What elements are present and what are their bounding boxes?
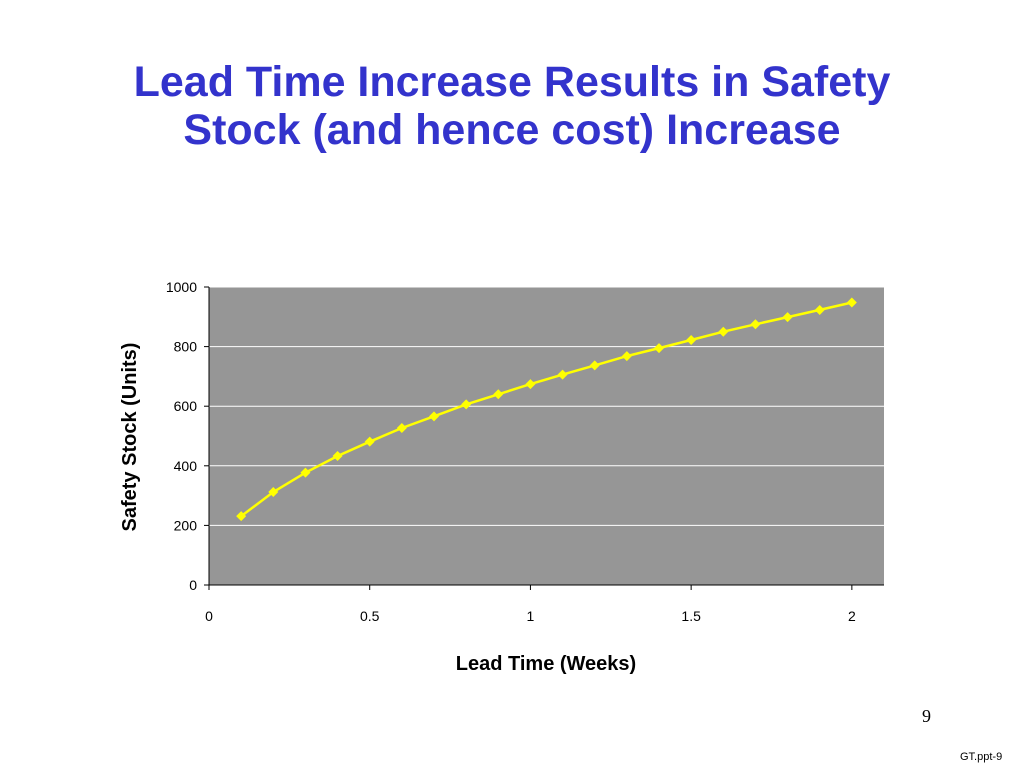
data-point (654, 343, 664, 354)
x-axis-title: Lead Time (Weeks) (456, 653, 636, 675)
data-point (846, 297, 857, 308)
y-tick-label: 1000 (166, 279, 197, 295)
data-point (589, 360, 600, 371)
x-tick-label: 1 (527, 608, 535, 624)
y-tick-label: 400 (174, 458, 198, 474)
y-tick-label: 600 (174, 398, 198, 414)
page-number: 9 (922, 706, 931, 726)
data-point (364, 436, 375, 447)
data-point (300, 467, 311, 478)
data-point (814, 304, 825, 315)
slide-title-line-1: Lead Time Increase Results in Safety (133, 58, 891, 106)
y-axis-title: Safety Stock (Units) (119, 343, 141, 532)
data-point (236, 511, 247, 522)
y-tick-label: 800 (174, 339, 198, 355)
data-point (429, 411, 439, 422)
footer-reference: GT.ppt-9 (960, 751, 1003, 763)
data-point (268, 487, 279, 498)
data-point (782, 312, 793, 323)
data-point (461, 399, 472, 410)
x-tick-label: 2 (848, 608, 856, 624)
x-tick-label: 0 (205, 608, 213, 624)
slide-title: Lead Time Increase Results in Safety Sto… (0, 58, 1024, 154)
plot-area (209, 287, 884, 585)
data-point (718, 326, 729, 337)
y-tick-label: 0 (189, 577, 197, 593)
data-point (557, 369, 568, 380)
data-point (332, 450, 343, 461)
data-point (621, 351, 632, 362)
data-point (396, 422, 407, 433)
series-line (240, 301, 853, 518)
data-point (750, 319, 761, 330)
data-point (686, 335, 697, 346)
x-tick-label: 0.5 (360, 608, 380, 624)
data-point (525, 379, 536, 390)
slide-title-line-2: Stock (and hence cost) Increase (183, 106, 841, 154)
y-tick-label: 200 (174, 517, 198, 533)
x-tick-label: 1.5 (681, 608, 701, 624)
data-point (493, 389, 504, 400)
